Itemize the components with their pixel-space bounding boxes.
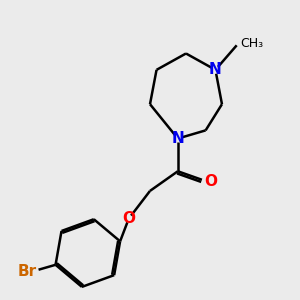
Text: N: N [171,131,184,146]
Text: O: O [122,211,135,226]
Text: Br: Br [17,264,36,279]
Text: O: O [204,174,217,189]
Text: CH₃: CH₃ [241,37,264,50]
Text: N: N [209,62,222,77]
